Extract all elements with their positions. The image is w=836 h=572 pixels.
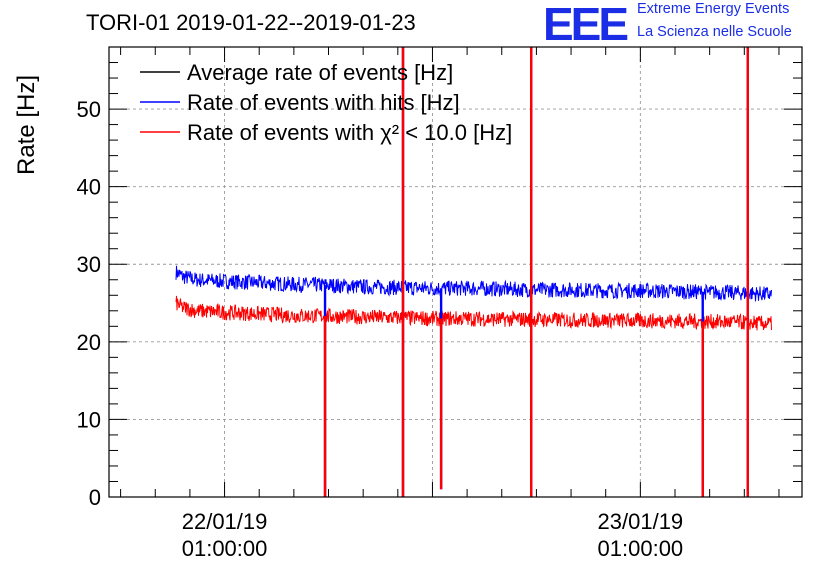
legend: Average rate of events [Hz] Rate of event…: [140, 60, 512, 145]
y-axis-label: Rate [Hz]: [13, 75, 40, 175]
legend-label: Rate of events with hits [Hz]: [187, 90, 460, 115]
y-tick-label: 40: [77, 175, 101, 200]
x-tick-label-time: 01:00:00: [182, 536, 268, 561]
logo-subtitle-2: La Scienza nelle Scuole: [637, 24, 792, 40]
axes: 0102030405022/01/1901:00:0023/01/1901:00…: [77, 46, 802, 561]
logo-subtitle-1: Extreme Energy Events: [637, 1, 790, 17]
chart-title: TORI-01 2019-01-22--2019-01-23: [86, 10, 416, 35]
y-tick-label: 0: [89, 485, 101, 510]
legend-label: Average rate of events [Hz]: [187, 60, 453, 85]
y-tick-label: 10: [77, 407, 101, 432]
x-tick-label-date: 22/01/19: [182, 509, 268, 534]
plot-frame: [108, 46, 803, 498]
x-tick-label-date: 23/01/19: [598, 509, 684, 534]
series-layer: [175, 47, 772, 497]
x-tick-label-time: 01:00:00: [598, 536, 684, 561]
legend-label: Rate of events with χ² < 10.0 [Hz]: [187, 120, 512, 145]
series-line: [175, 295, 772, 331]
y-tick-label: 50: [77, 97, 101, 122]
series-line: [175, 265, 772, 302]
y-tick-label: 30: [77, 252, 101, 277]
grid-lines: [109, 47, 802, 497]
eee-logo: EEE: [543, 0, 629, 50]
y-tick-label: 20: [77, 330, 101, 355]
